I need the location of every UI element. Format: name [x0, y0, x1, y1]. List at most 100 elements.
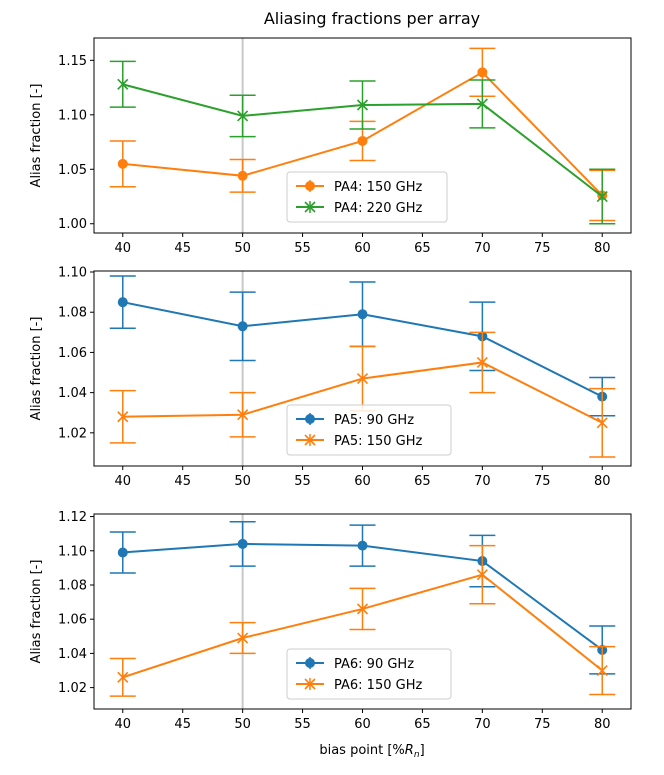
data-point: [117, 297, 128, 308]
y-tick-label: 1.08: [58, 578, 87, 593]
legend-frame: [286, 648, 452, 700]
x-tick-label: 80: [594, 241, 611, 256]
data-point: [357, 540, 368, 551]
legend-swatch-marker: [305, 658, 315, 668]
data-point: [117, 78, 129, 90]
x-tick-label: 75: [534, 241, 551, 256]
y-tick-label: 1.10: [58, 108, 87, 123]
x-tick-label: 50: [234, 474, 251, 489]
series-pa4-220-ghz: [109, 60, 616, 225]
x-tick-label: 55: [294, 717, 311, 732]
data-point: [477, 67, 488, 78]
data-point: [117, 411, 129, 423]
x-tick-label: 40: [114, 717, 131, 732]
legend-label: PA5: 90 GHz: [334, 413, 414, 428]
data-point: [356, 99, 369, 111]
x-tick-label: 75: [534, 474, 551, 489]
y-tick-label: 1.06: [58, 346, 87, 361]
x-tick-label: 60: [354, 717, 371, 732]
data-point: [356, 372, 369, 385]
x-tick-label: 70: [474, 241, 491, 256]
data-point: [476, 569, 488, 581]
legend-swatch-marker: [304, 678, 316, 690]
data-point: [237, 632, 249, 644]
legend-swatch-marker: [304, 201, 316, 213]
x-tick-label: 60: [354, 241, 371, 256]
x-tick-label: 70: [474, 474, 491, 489]
axes-frame: [93, 37, 632, 234]
data-point: [237, 321, 248, 332]
chart-panel-1: 40 45 50 55 60 65 70 75 80 1.00 1.05 1.10 1.15 Alias …: [29, 37, 632, 256]
x-tick-label: 40: [114, 474, 131, 489]
x-tick-label: 80: [594, 717, 611, 732]
x-tick-label: 65: [414, 241, 431, 256]
data-point: [356, 603, 369, 615]
x-tick-label: 80: [594, 474, 611, 489]
data-point: [117, 547, 128, 558]
data-point: [357, 135, 368, 146]
figure-title: Aliasing fractions per array: [264, 9, 480, 28]
legend-label: PA6: 150 GHz: [334, 678, 422, 693]
y-tick-label: 1.08: [58, 306, 87, 321]
axes-frame: [93, 513, 632, 710]
legend: PA5: 90 GHz PA5: 150 GHz: [286, 404, 452, 456]
data-point: [237, 538, 248, 549]
data-point: [117, 671, 129, 683]
y-tick-label: 1.10: [58, 266, 87, 281]
x-tick-label: 75: [534, 717, 551, 732]
series-pa6-150-ghz: [109, 544, 616, 697]
x-tick-label: 40: [114, 241, 131, 256]
x-tick-label: 50: [234, 717, 251, 732]
data-point: [596, 417, 608, 429]
x-tick-label: 45: [174, 717, 191, 732]
y-tick-label: 1.12: [58, 510, 87, 525]
data-point: [237, 170, 248, 181]
x-tick-label: 70: [474, 717, 491, 732]
x-tick-label: 45: [174, 474, 191, 489]
x-tick-label: 50: [234, 241, 251, 256]
legend: PA4: 150 GHz PA4: 220 GHz: [286, 171, 448, 223]
data-point: [476, 98, 488, 110]
legend-swatch-marker: [304, 434, 316, 446]
data-point: [596, 190, 608, 203]
panels: 40 45 50 55 60 65 70 75 80 1.00 1.05 1.10 1.15 Alias …: [29, 37, 632, 732]
legend-label: PA6: 90 GHz: [334, 657, 414, 672]
data-point: [237, 110, 249, 122]
y-axis-label: Alias fraction [-]: [29, 317, 44, 421]
series-pa5-150-ghz: [109, 331, 616, 458]
axes-frame: [93, 270, 632, 467]
chart-panel-3: 40 45 50 55 60 65 70 75 80 1.02 1.04 1.06 1.08 1.10 1.…: [29, 510, 632, 732]
legend-swatch-marker: [305, 414, 315, 424]
legend: PA6: 90 GHz PA6: 150 GHz: [286, 648, 452, 700]
y-tick-label: 1.04: [58, 647, 87, 662]
legend-frame: [286, 404, 452, 456]
legend-frame: [286, 171, 448, 223]
chart-panel-2: 40 45 50 55 60 65 70 75 80 1.02 1.04 1.06 1.08 1.10 Al…: [29, 266, 632, 489]
data-point: [117, 158, 128, 169]
x-tick-label: 45: [174, 241, 191, 256]
y-tick-label: 1.02: [58, 426, 87, 441]
legend-label: PA5: 150 GHz: [334, 434, 422, 449]
legend-label: PA4: 220 GHz: [334, 201, 422, 216]
legend-label: PA4: 150 GHz: [334, 180, 422, 195]
y-tick-label: 1.10: [58, 544, 87, 559]
y-tick-label: 1.05: [58, 163, 87, 178]
series-pa5-90-ghz: [109, 275, 616, 417]
y-axis-label: Alias fraction [-]: [29, 560, 44, 664]
y-tick-label: 1.00: [58, 217, 87, 232]
y-axis-label: Alias fraction [-]: [29, 84, 44, 188]
y-tick-label: 1.15: [58, 54, 87, 69]
x-tick-label: 60: [354, 474, 371, 489]
legend-swatch-marker: [305, 181, 315, 191]
x-tick-label: 55: [294, 474, 311, 489]
x-tick-label: 65: [414, 717, 431, 732]
data-point: [476, 356, 488, 369]
x-axis-label: bias point [%Rn]: [319, 743, 424, 760]
x-tick-label: 65: [414, 474, 431, 489]
series-pa4-150-ghz: [109, 47, 616, 222]
data-point: [357, 309, 368, 320]
data-point: [237, 409, 249, 421]
data-point: [596, 664, 608, 677]
y-tick-label: 1.06: [58, 613, 87, 628]
